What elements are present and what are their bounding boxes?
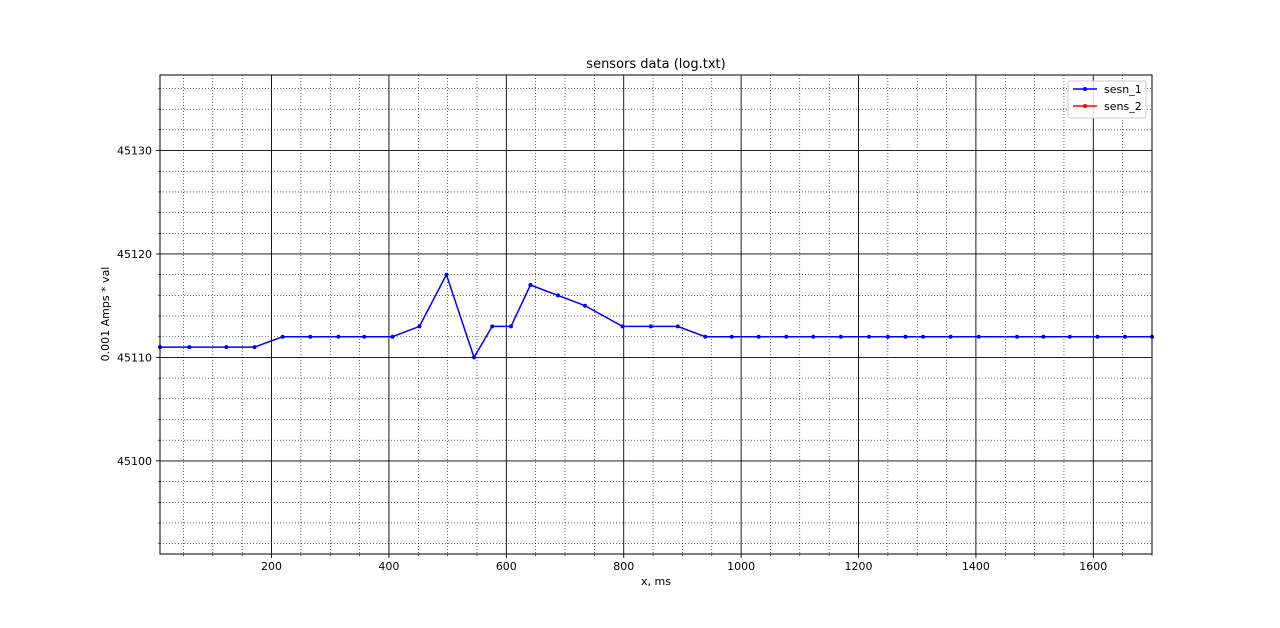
major-grid xyxy=(160,75,1152,554)
data-point-sesn_1 xyxy=(703,334,708,339)
data-point-sesn_1 xyxy=(620,324,625,329)
data-point-sesn_1 xyxy=(867,334,872,339)
data-point-sesn_1 xyxy=(417,324,422,329)
y-tick-label: 45110 xyxy=(117,351,152,364)
legend-marker-sens-2 xyxy=(1083,104,1087,108)
x-tick-label: 400 xyxy=(378,560,399,573)
data-point-sesn_1 xyxy=(582,303,587,308)
data-point-sesn_1 xyxy=(1014,334,1019,339)
data-point-sesn_1 xyxy=(1122,334,1127,339)
plot-frame xyxy=(159,74,1153,555)
x-tick-label: 1600 xyxy=(1079,560,1107,573)
series-layer xyxy=(158,272,1154,360)
data-point-sesn_1 xyxy=(1067,334,1072,339)
legend: sesn_1 sens_2 xyxy=(1067,80,1147,119)
data-point-sesn_1 xyxy=(811,334,816,339)
x-tick-label: 1000 xyxy=(727,560,755,573)
data-point-sesn_1 xyxy=(784,334,789,339)
data-point-sesn_1 xyxy=(903,334,908,339)
x-tick-label: 800 xyxy=(613,560,634,573)
y-axis: 45100 45110 45120 45130 xyxy=(117,88,160,544)
data-point-sesn_1 xyxy=(362,334,367,339)
x-axis: 200 400 600 800 1000 1200 1400 1600 xyxy=(183,554,1153,573)
data-point-sesn_1 xyxy=(336,334,341,339)
legend-label-sesn-1: sesn_1 xyxy=(1104,83,1142,96)
x-tick-label: 1200 xyxy=(845,560,873,573)
data-point-sesn_1 xyxy=(885,334,890,339)
x-tick-label: 600 xyxy=(496,560,517,573)
data-point-sesn_1 xyxy=(224,345,229,350)
data-point-sesn_1 xyxy=(948,334,953,339)
data-point-sesn_1 xyxy=(390,334,395,339)
y-axis-label: 0.001 Amps * val xyxy=(99,267,112,362)
data-point-sesn_1 xyxy=(729,334,734,339)
data-point-sesn_1 xyxy=(509,324,514,329)
data-point-sesn_1 xyxy=(308,334,313,339)
y-tick-label: 45130 xyxy=(117,145,152,158)
data-point-sesn_1 xyxy=(1095,334,1100,339)
chart-title: sensors data (log.txt) xyxy=(586,57,725,72)
x-tick-label: 200 xyxy=(261,560,282,573)
data-point-sesn_1 xyxy=(976,334,981,339)
minor-grid xyxy=(160,75,1153,554)
data-point-sesn_1 xyxy=(490,324,495,329)
data-point-sesn_1 xyxy=(675,324,680,329)
y-tick-label: 45100 xyxy=(117,455,152,468)
data-point-sesn_1 xyxy=(444,272,449,277)
data-point-sesn_1 xyxy=(280,334,285,339)
legend-marker-sesn-1 xyxy=(1083,87,1087,91)
x-tick-label: 1400 xyxy=(962,560,990,573)
data-point-sesn_1 xyxy=(528,283,533,288)
data-point-sesn_1 xyxy=(756,334,761,339)
legend-label-sens-2: sens_2 xyxy=(1104,100,1142,113)
data-point-sesn_1 xyxy=(472,355,477,360)
y-tick-label: 45120 xyxy=(117,248,152,261)
x-axis-label: x, ms xyxy=(641,575,671,588)
data-point-sesn_1 xyxy=(1041,334,1046,339)
data-point-sesn_1 xyxy=(838,334,843,339)
data-point-sesn_1 xyxy=(252,345,257,350)
data-point-sesn_1 xyxy=(921,334,926,339)
data-point-sesn_1 xyxy=(555,293,560,298)
data-point-sesn_1 xyxy=(187,345,192,350)
data-point-sesn_1 xyxy=(648,324,653,329)
legend-box xyxy=(1067,80,1147,119)
series-line-sesn_1 xyxy=(160,272,1152,360)
